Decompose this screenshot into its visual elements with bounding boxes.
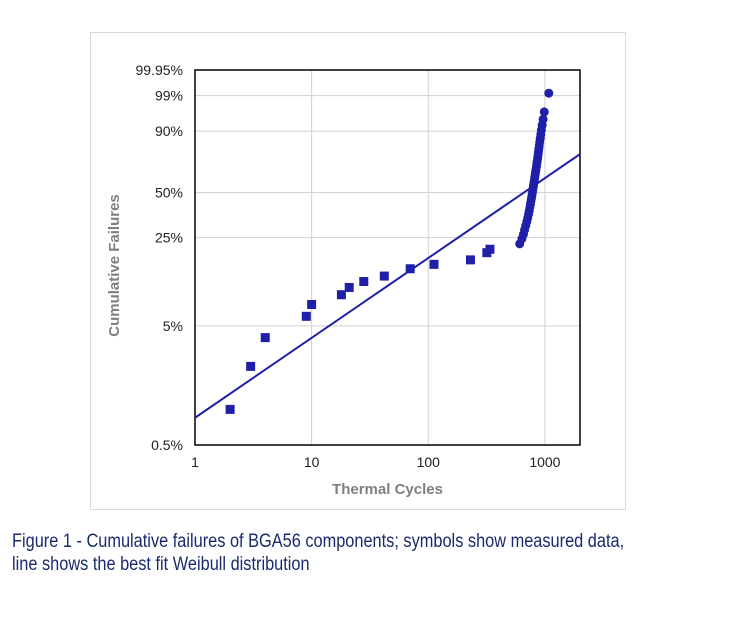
fit-line-layer [195,153,580,419]
data-point-square [246,361,256,371]
data-points [225,88,554,414]
data-point-square [465,255,475,265]
data-point-square [225,404,235,414]
y-tick-label: 90% [155,123,183,139]
data-point-square [485,244,495,254]
figure-caption: Figure 1 - Cumulative failures of BGA56 … [12,531,625,575]
y-tick-label: 0.5% [151,437,183,453]
data-point-square [379,271,389,281]
data-point-square [307,299,317,309]
grid-lines [195,70,580,445]
x-tick-label: 100 [417,454,441,470]
x-tick-label: 10 [304,454,320,470]
y-tick-label: 25% [155,230,183,246]
data-point-circle [538,114,548,124]
x-axis-title: Thermal Cycles [332,481,443,498]
y-tick-label: 5% [163,318,183,334]
x-tick-label: 1000 [529,454,560,470]
plot-border [194,69,581,446]
data-point-square [301,311,311,321]
data-point-circle [539,107,549,117]
weibull-fit-line [195,153,580,419]
data-point-square [405,264,415,274]
chart-frame: 1 10 100 1000 0.5% 5% 25% 50% 90% 99% 99.95% Therm… [90,32,626,510]
data-point-circle [544,88,554,98]
tick-labels: 1 10 100 1000 0.5% 5% 25% 50% 90% 99% 99.95% [136,62,561,470]
weibull-probability-plot: 1 10 100 1000 0.5% 5% 25% 50% 90% 99% 99.95% Therm… [106,62,581,498]
y-axis-title: Cumulative Failures [106,194,123,337]
data-point-square [336,290,346,300]
axes [194,69,581,446]
data-point-square [429,259,439,269]
y-tick-label: 99.95% [136,62,183,78]
data-point-square [344,282,354,292]
data-point-square [260,333,270,343]
data-point-square [359,276,369,286]
y-tick-label: 99% [155,88,183,104]
x-tick-label: 1 [191,454,199,470]
y-tick-label: 50% [155,185,183,201]
